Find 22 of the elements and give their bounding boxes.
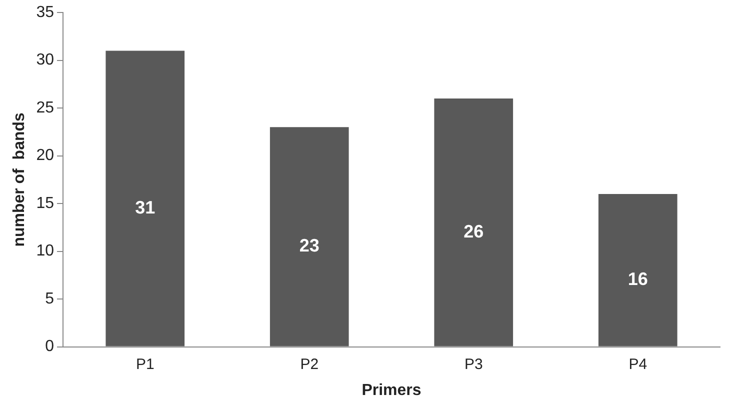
y-tick-label: 0 — [45, 338, 54, 356]
x-tick-label: P2 — [300, 356, 319, 373]
y-tick-label: 5 — [45, 290, 54, 308]
x-axis-title: Primers — [362, 382, 422, 399]
y-tick-label: 20 — [36, 147, 54, 164]
y-axis-title: number of bands — [11, 112, 28, 247]
x-tick-label: P1 — [136, 356, 154, 373]
y-tick-label: 25 — [36, 99, 54, 116]
data-label: 16 — [628, 269, 648, 290]
x-tick-label: P3 — [464, 356, 483, 373]
bar — [434, 98, 514, 346]
bar — [598, 194, 678, 346]
y-tick-label: 10 — [36, 242, 54, 260]
data-label: 26 — [464, 221, 484, 242]
data-label: 23 — [299, 236, 320, 256]
bar — [106, 50, 185, 346]
y-tick-label: 30 — [36, 52, 54, 69]
bar — [270, 127, 349, 346]
x-tick-label: P4 — [628, 356, 648, 373]
y-tick-label: 15 — [36, 194, 54, 212]
y-tick-label: 35 — [36, 4, 54, 22]
data-label: 31 — [135, 198, 156, 218]
